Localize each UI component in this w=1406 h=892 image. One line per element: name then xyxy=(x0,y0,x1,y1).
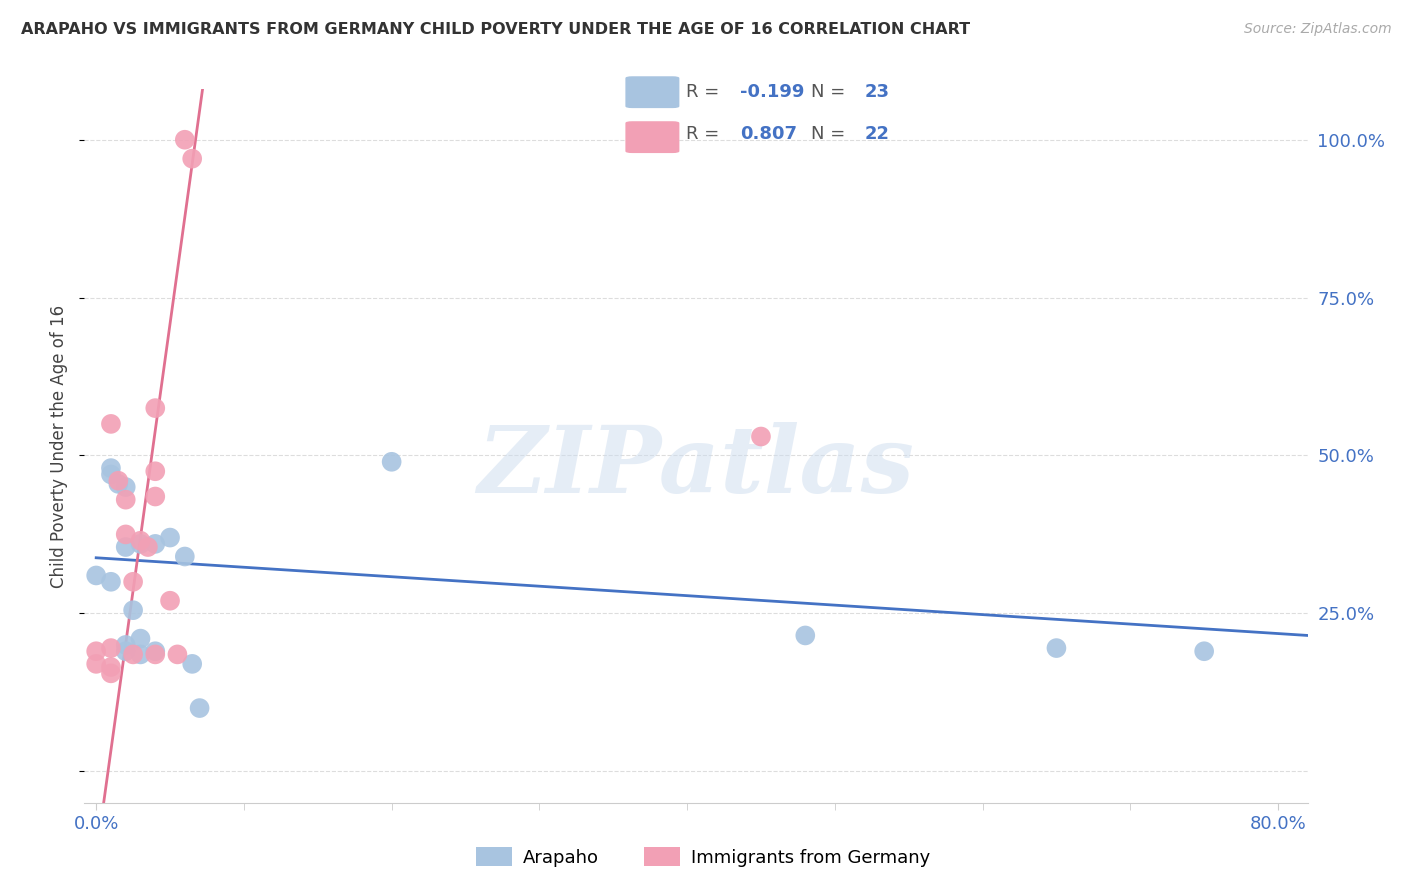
Point xyxy=(114,480,136,494)
Point xyxy=(114,644,136,658)
Point xyxy=(181,657,204,671)
Text: 22: 22 xyxy=(865,126,890,144)
Point xyxy=(122,574,145,589)
Point xyxy=(100,417,122,431)
Point xyxy=(143,648,166,662)
Text: N =: N = xyxy=(811,126,851,144)
Text: Source: ZipAtlas.com: Source: ZipAtlas.com xyxy=(1244,22,1392,37)
Point xyxy=(114,527,136,541)
Point xyxy=(181,152,204,166)
Point xyxy=(136,540,159,554)
Point xyxy=(129,648,152,662)
Point xyxy=(84,657,107,671)
Text: ZIPatlas: ZIPatlas xyxy=(478,423,914,512)
Point xyxy=(381,455,404,469)
Text: -0.199: -0.199 xyxy=(740,83,804,101)
Point xyxy=(143,537,166,551)
Point xyxy=(100,467,122,482)
FancyBboxPatch shape xyxy=(626,121,679,153)
FancyBboxPatch shape xyxy=(626,77,679,108)
Point xyxy=(129,533,152,548)
Point xyxy=(114,540,136,554)
Y-axis label: Child Poverty Under the Age of 16: Child Poverty Under the Age of 16 xyxy=(51,304,69,588)
Text: N =: N = xyxy=(811,83,851,101)
Point xyxy=(749,429,772,443)
Point xyxy=(107,474,129,488)
Point xyxy=(159,593,181,607)
Point xyxy=(173,549,195,564)
Point xyxy=(100,666,122,681)
Point xyxy=(143,490,166,504)
Point xyxy=(100,461,122,475)
Point xyxy=(100,641,122,656)
Point xyxy=(100,574,122,589)
Point xyxy=(143,401,166,416)
Point xyxy=(173,133,195,147)
Point xyxy=(129,537,152,551)
Text: 0.807: 0.807 xyxy=(740,126,797,144)
Point xyxy=(1192,644,1215,658)
Text: 23: 23 xyxy=(865,83,890,101)
Text: ARAPAHO VS IMMIGRANTS FROM GERMANY CHILD POVERTY UNDER THE AGE OF 16 CORRELATION: ARAPAHO VS IMMIGRANTS FROM GERMANY CHILD… xyxy=(21,22,970,37)
Point xyxy=(1045,641,1067,656)
Point xyxy=(166,648,188,662)
Point xyxy=(107,476,129,491)
Point xyxy=(129,632,152,646)
Point xyxy=(122,648,145,662)
Point xyxy=(100,660,122,674)
Point xyxy=(188,701,211,715)
Point xyxy=(143,644,166,658)
Point xyxy=(84,568,107,582)
Point xyxy=(143,464,166,478)
Point xyxy=(84,644,107,658)
Text: R =: R = xyxy=(686,83,725,101)
Point xyxy=(159,531,181,545)
Text: R =: R = xyxy=(686,126,725,144)
Point xyxy=(122,603,145,617)
Legend: Arapaho, Immigrants from Germany: Arapaho, Immigrants from Germany xyxy=(468,840,938,874)
Point xyxy=(794,628,817,642)
Point xyxy=(114,638,136,652)
Point xyxy=(114,492,136,507)
